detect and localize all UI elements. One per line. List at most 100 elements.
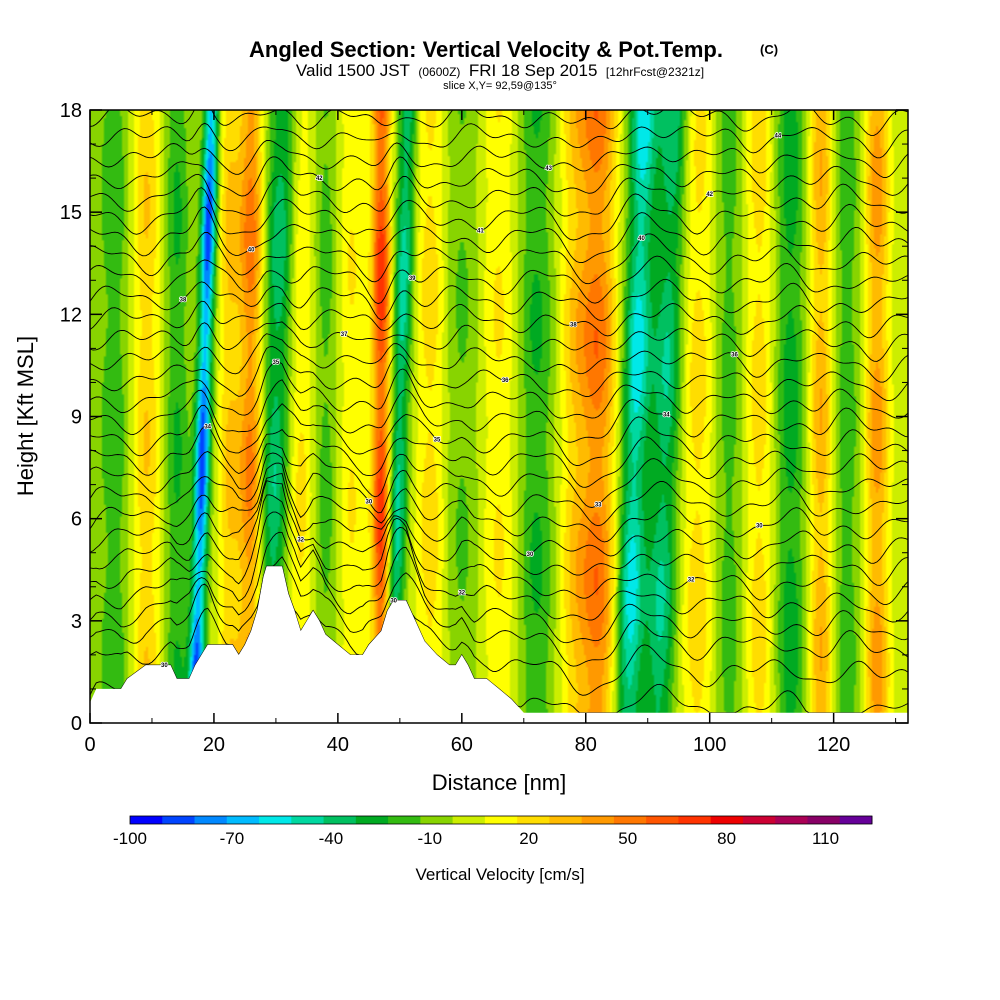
theta-contour: [90, 232, 908, 285]
colorbar-tick-label: -70: [220, 829, 245, 848]
theta-contour-label: 36: [731, 353, 738, 359]
theta-contour-label: 40: [638, 236, 645, 242]
colorbar-swatch: [291, 816, 325, 824]
theta-contour-label: 34: [663, 412, 670, 418]
theta-contour-label: 32: [688, 577, 695, 583]
theta-contour-label: 30: [366, 500, 373, 506]
x-tick-label: 100: [693, 734, 726, 756]
theta-contour: [90, 300, 908, 339]
x-tick-label: 80: [575, 734, 597, 756]
theta-contour-label: 40: [248, 247, 255, 253]
theta-contour-label: 38: [180, 297, 187, 303]
y-axis-title: Height [Kft MSL]: [13, 336, 38, 496]
terrain-mask: [90, 566, 908, 723]
colorbar-swatch: [678, 816, 712, 824]
theta-contour: [90, 361, 908, 419]
colorbar-tick-label: 20: [519, 829, 538, 848]
colorbar-swatch: [646, 816, 679, 824]
colorbar-swatch: [130, 816, 163, 824]
theta-contour-label: 44: [775, 134, 782, 140]
colorbar-swatch: [162, 816, 196, 824]
theta-contour: [90, 187, 908, 241]
theta-contour: [90, 278, 908, 322]
theta-contour-label: 35: [273, 360, 280, 366]
theta-contour: [90, 122, 908, 159]
subtitle-utc: (0600Z): [418, 65, 460, 79]
theta-contour-label: 30: [390, 598, 397, 604]
colorbar-swatch: [194, 816, 228, 824]
x-axis: 0 20 40 60 80 100 120: [84, 110, 897, 756]
colorbar-swatch: [613, 816, 647, 824]
colorbar-swatch: [452, 816, 486, 824]
vertical-velocity-field: [90, 110, 908, 723]
theta-contour: [90, 556, 908, 667]
colorbar-swatch: [484, 816, 518, 824]
colorbar-tick-label: -10: [418, 829, 443, 848]
colorbar: [129, 815, 873, 825]
colorbar-swatch: [807, 816, 841, 824]
subtitle-valid: Valid 1500 JST: [296, 61, 410, 80]
theta-contour: [90, 403, 908, 466]
theta-contour: [90, 494, 908, 606]
colorbar-swatch: [517, 816, 550, 824]
colorbar-swatch: [549, 816, 583, 824]
x-axis-title: Distance [nm]: [432, 770, 567, 795]
colorbar-title: Vertical Velocity [cm/s]: [415, 865, 584, 884]
theta-contour-label: 37: [341, 332, 348, 338]
theta-contour-label: 39: [409, 276, 416, 282]
theta-contour-label: 30: [527, 552, 534, 558]
colorbar-tick-label: 110: [812, 829, 839, 848]
colorbar-tick-label: 50: [618, 829, 637, 848]
subtitle-forecast: [12hrFcst@2321z]: [606, 65, 704, 79]
x-tick-label: 120: [817, 734, 850, 756]
colorbar-swatch: [259, 816, 292, 824]
theta-contour: [90, 379, 908, 443]
theta-contour-label: 43: [545, 166, 552, 172]
y-tick-label: 15: [60, 202, 82, 224]
chart-subtitle: Valid 1500 JST (0600Z) FRI 18 Sep 2015 […: [296, 61, 704, 80]
y-tick-label: 6: [71, 509, 82, 531]
theta-contour-label: 32: [458, 590, 465, 596]
theta-contour-label: 38: [570, 322, 577, 328]
theta-contour-label: 33: [595, 503, 602, 509]
theta-contour: [90, 480, 908, 586]
theta-contour: [90, 565, 908, 696]
theta-contour: [90, 139, 908, 178]
colorbar-swatch: [581, 816, 615, 824]
colorbar-swatch: [742, 816, 776, 824]
colorbar-swatch: [839, 816, 873, 824]
theta-contour-label: 35: [434, 438, 441, 444]
colorbar-tick-labels: -100 -70 -40 -10 20 50 80 110: [113, 829, 839, 848]
theta-contour-label: 30: [756, 524, 763, 530]
x-tick-label: 20: [203, 734, 225, 756]
theta-contour: [90, 531, 908, 644]
y-tick-label: 3: [71, 611, 82, 633]
colorbar-swatch: [323, 816, 357, 824]
y-tick-label: 0: [71, 713, 82, 735]
chart-title-units: (C): [760, 42, 778, 57]
theta-contour: [90, 321, 908, 362]
theta-contour: [90, 443, 908, 508]
colorbar-swatch: [226, 816, 260, 824]
colorbar-tick-label: 80: [717, 829, 736, 848]
colorbar-swatch: [388, 816, 421, 824]
theta-contour: [90, 473, 908, 564]
theta-contour-label: 41: [477, 228, 484, 234]
theta-contour-label: 34: [204, 424, 211, 430]
potential-temperature-contours: [90, 110, 908, 714]
theta-contour-label: 42: [706, 192, 713, 198]
slice-label: slice X,Y= 92,59@135°: [443, 80, 557, 92]
theta-contour: [90, 206, 908, 264]
theta-contour: [90, 511, 908, 623]
theta-contour-label: 30: [161, 663, 168, 669]
y-tick-label: 18: [60, 100, 82, 122]
theta-contour: [90, 462, 908, 543]
theta-contour: [90, 173, 908, 217]
theta-contour: [90, 452, 908, 527]
contour-labels: 30 30 32 32 32 30 30 30 33 34 35 34 35 36 36 37 38 38 39 40…: [160, 133, 782, 670]
colorbar-swatch: [710, 816, 744, 824]
theta-contour-label: 32: [297, 538, 304, 544]
y-tick-label: 12: [60, 304, 82, 326]
